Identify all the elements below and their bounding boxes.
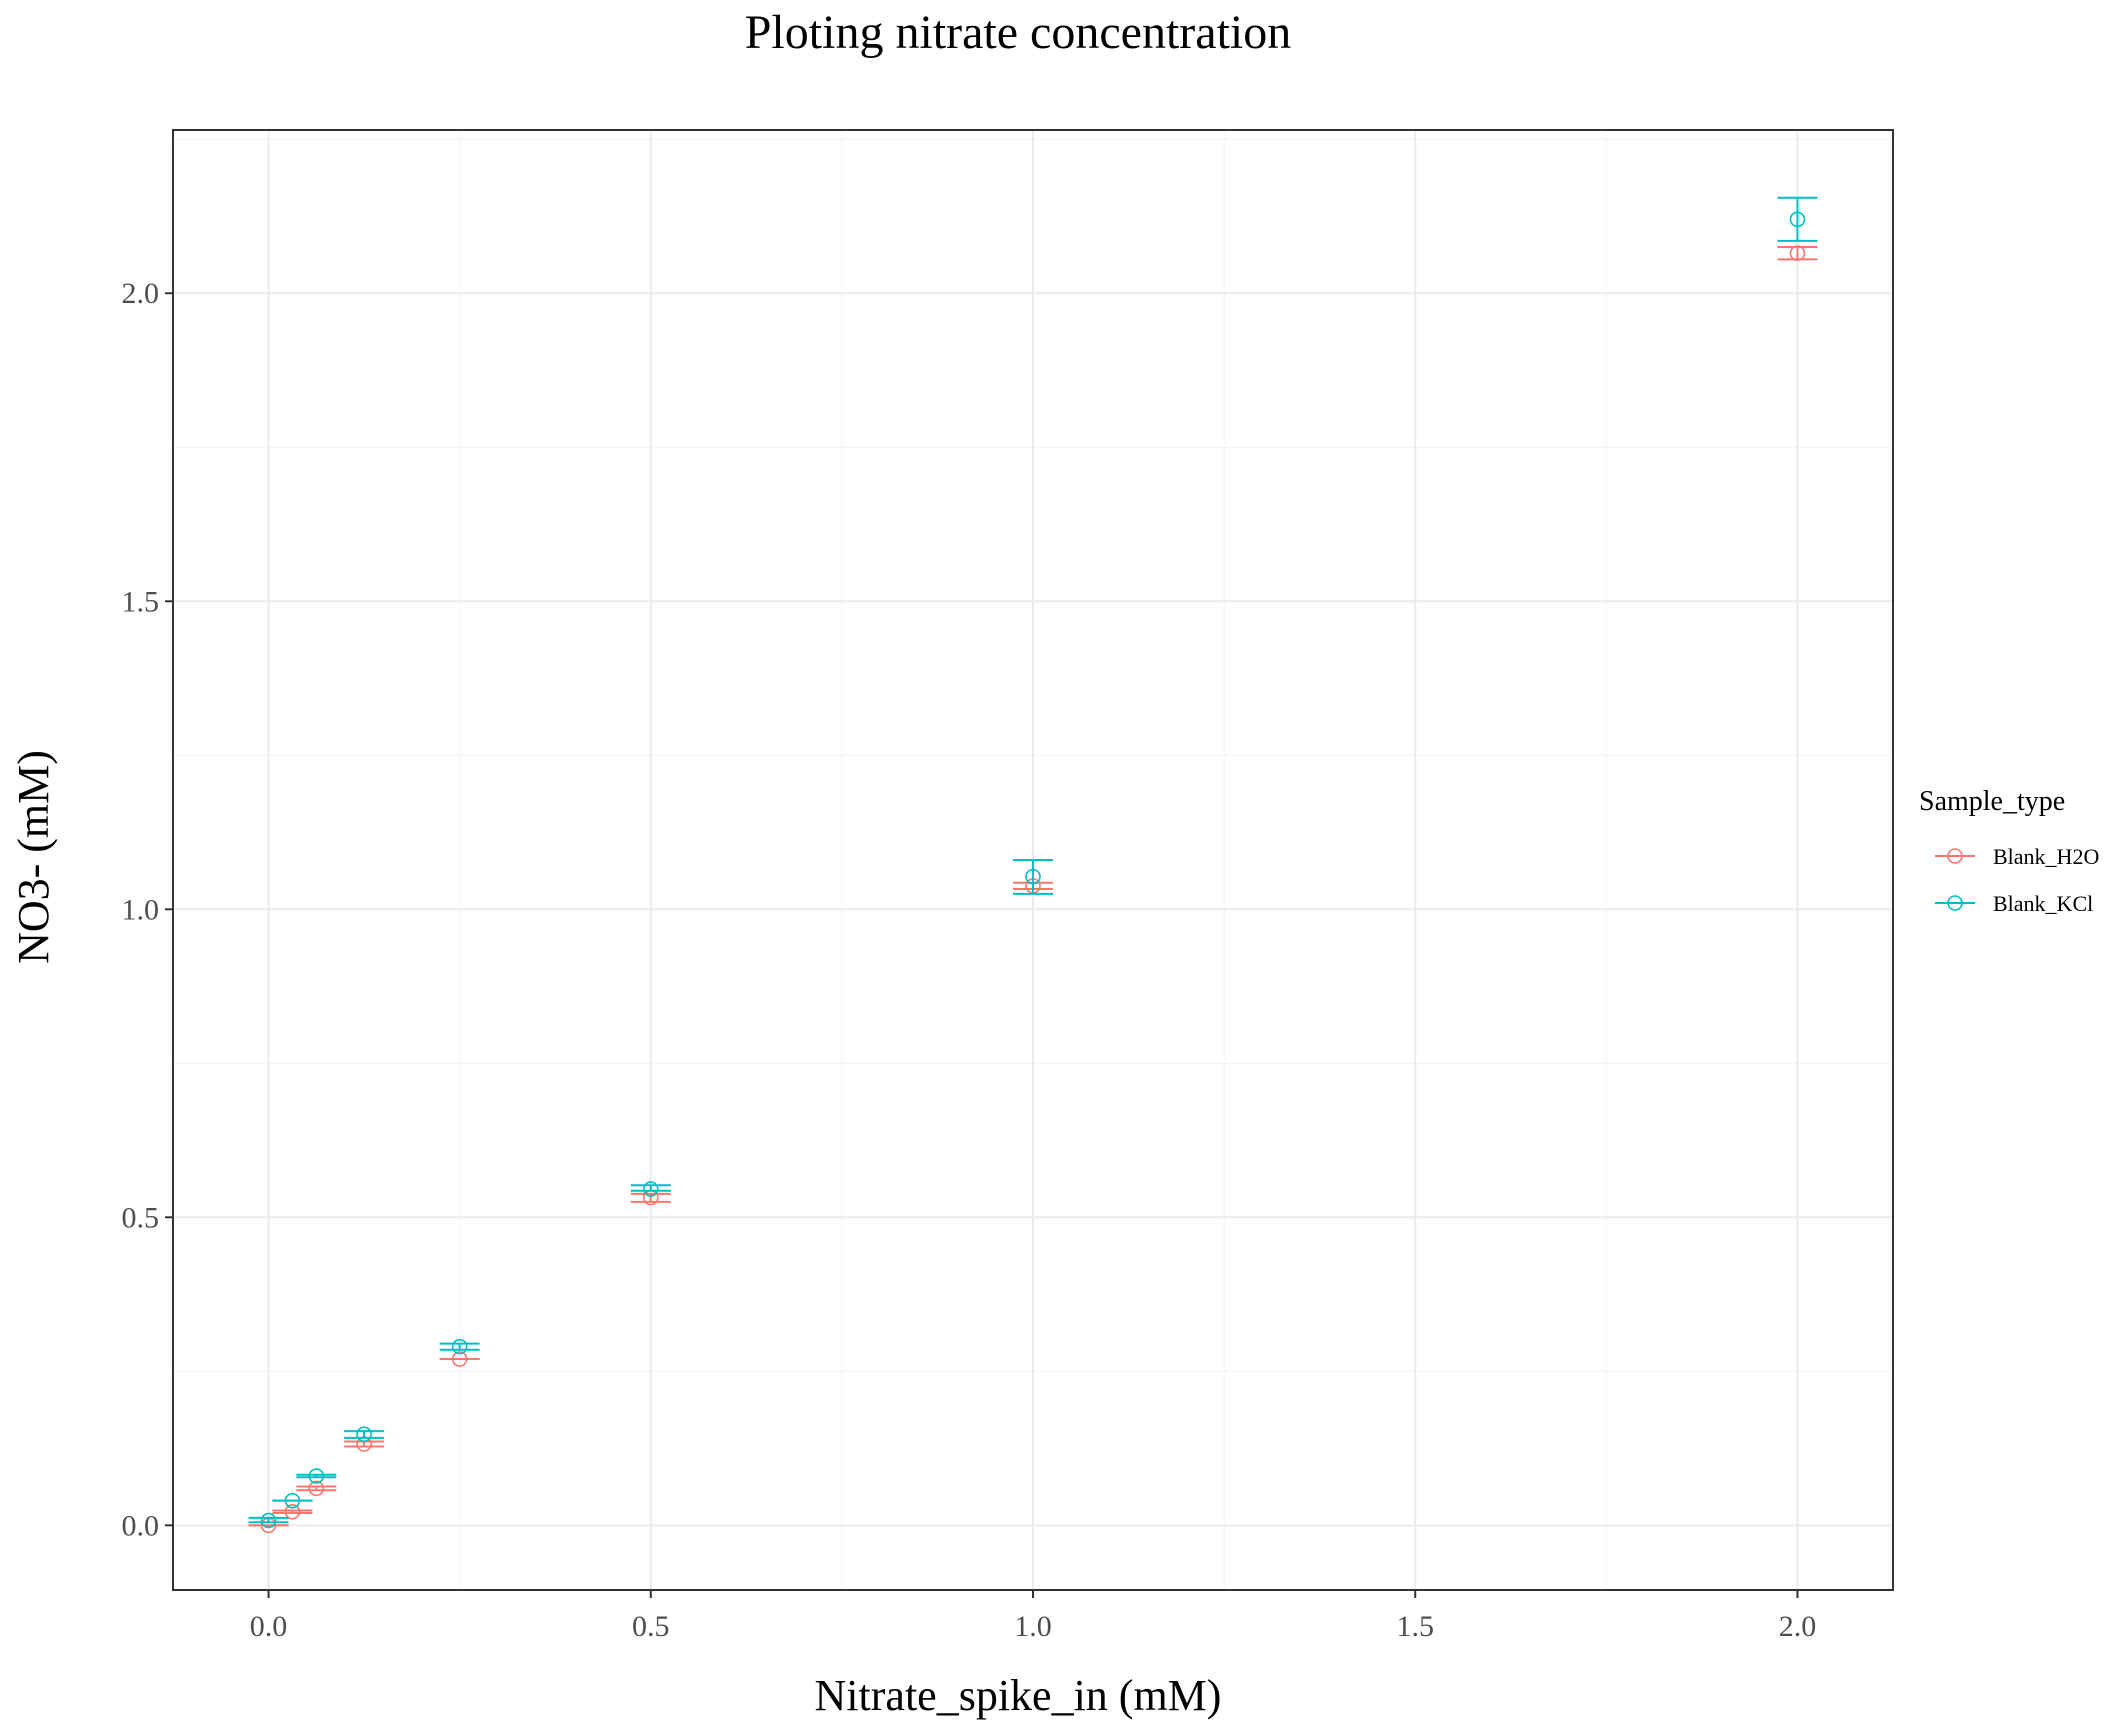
data-marks	[248, 196, 1818, 1534]
data-point	[308, 1480, 325, 1497]
data-point	[284, 1503, 301, 1520]
data-point	[642, 1181, 659, 1197]
legend-key-point	[1947, 895, 1963, 911]
x-tick-label: 2.0	[1779, 1610, 1817, 1643]
x-axis-title: Nitrate_spike_in (mM)	[815, 1671, 1222, 1720]
legend-title: Sample_type	[1919, 786, 2065, 817]
x-tick-label: 1.5	[1396, 1610, 1434, 1643]
legend-items: Blank_H2O Blank_KCl	[1935, 844, 2099, 916]
legend-label: Blank_H2O	[1993, 844, 2099, 869]
y-tick-label: 1.0	[122, 893, 160, 926]
legend-item: Blank_KCl	[1935, 891, 2093, 916]
x-axis: 0.0 0.5 1.0 1.5 2.0	[250, 1590, 1816, 1643]
y-tick-label: 0.0	[122, 1509, 160, 1542]
series-Blank_KCl	[248, 196, 1818, 1529]
x-tick-label: 0.0	[250, 1610, 288, 1643]
y-axis: 0.0 0.5 1.0 1.5 2.0	[122, 277, 173, 1542]
x-tick-label: 1.0	[1014, 1610, 1052, 1643]
y-axis-title: NO3- (mM)	[9, 750, 58, 964]
data-point	[451, 1351, 468, 1367]
data-point	[1025, 868, 1041, 885]
y-tick-label: 1.5	[122, 585, 160, 618]
plot-panel	[172, 129, 1894, 1591]
data-point	[260, 1512, 277, 1529]
legend: Sample_type Blank_H2O Blank_KCl	[1919, 786, 2099, 916]
x-tick-label: 0.5	[632, 1610, 670, 1643]
data-point	[356, 1426, 372, 1442]
major-gridlines	[173, 130, 1893, 1590]
legend-item: Blank_H2O	[1935, 844, 2099, 869]
y-tick-label: 2.0	[122, 277, 160, 310]
data-point	[308, 1468, 325, 1484]
y-tick-label: 0.5	[122, 1201, 160, 1234]
data-point	[451, 1338, 468, 1355]
data-point	[284, 1492, 301, 1509]
legend-label: Blank_KCl	[1993, 891, 2093, 916]
data-point	[1789, 211, 1806, 228]
legend-key-point	[1947, 848, 1963, 864]
chart-title: Ploting nitrate concentration	[745, 6, 1292, 59]
data-point	[1789, 245, 1806, 262]
